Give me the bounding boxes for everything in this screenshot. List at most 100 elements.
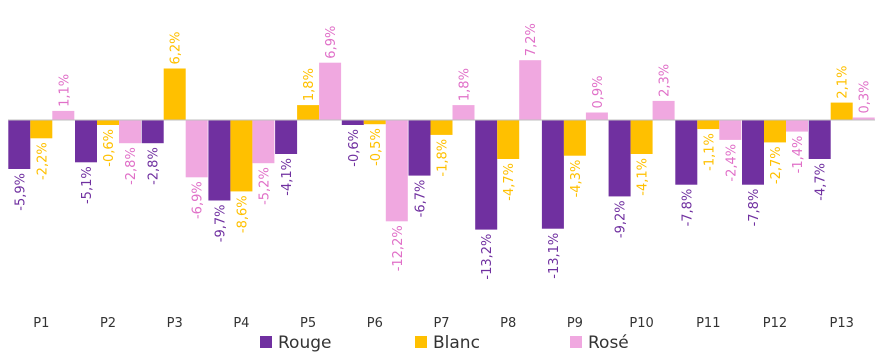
legend-swatch-rouge bbox=[260, 336, 272, 348]
value-label-blanc-p11: -1,1% bbox=[702, 133, 717, 171]
bar-rouge-p2 bbox=[75, 120, 97, 163]
value-label-rouge-p5: -4,1% bbox=[280, 158, 295, 196]
bar-blanc-p2 bbox=[97, 120, 119, 125]
value-label-ros-p7: 1,8% bbox=[458, 68, 473, 101]
value-label-rouge-p2: -5,1% bbox=[80, 166, 95, 204]
value-label-rouge-p13: -4,7% bbox=[814, 163, 829, 201]
category-label-p7: P7 bbox=[433, 316, 449, 331]
value-label-ros-p2: -2,8% bbox=[124, 147, 139, 185]
legend-swatch-ros bbox=[570, 336, 582, 348]
category-label-p11: P11 bbox=[696, 316, 720, 331]
bar-blanc-p4 bbox=[230, 120, 253, 192]
bar-ros-p7 bbox=[452, 105, 475, 120]
value-label-ros-p5: 6,9% bbox=[324, 26, 339, 59]
bar-rouge-p1 bbox=[8, 120, 31, 169]
value-label-blanc-p5: 1,8% bbox=[302, 68, 317, 101]
bar-blanc-p8 bbox=[497, 120, 520, 159]
bar-rouge-p4 bbox=[208, 120, 231, 201]
value-label-blanc-p1: -2,2% bbox=[35, 142, 50, 180]
bar-rouge-p12 bbox=[742, 120, 764, 185]
value-label-ros-p8: 7,2% bbox=[524, 23, 539, 56]
bar-blanc-p11 bbox=[697, 120, 720, 130]
bar-ros-p8 bbox=[519, 60, 542, 120]
value-label-ros-p11: -2,4% bbox=[724, 144, 739, 182]
value-label-rouge-p6: -0,6% bbox=[347, 129, 362, 167]
bar-ros-p1 bbox=[52, 110, 75, 120]
bar-rouge-p5 bbox=[275, 120, 298, 154]
category-label-p1: P1 bbox=[33, 316, 49, 331]
value-label-ros-p4: -5,2% bbox=[257, 167, 272, 205]
bar-ros-p10 bbox=[652, 100, 675, 120]
category-label-p12: P12 bbox=[763, 316, 787, 331]
value-label-blanc-p7: -1,8% bbox=[436, 139, 451, 177]
bar-ros-p4 bbox=[252, 120, 275, 164]
value-label-ros-p12: -1,4% bbox=[791, 136, 806, 174]
bar-blanc-p10 bbox=[630, 120, 653, 154]
value-label-ros-p9: 0,9% bbox=[591, 75, 606, 108]
legend-label-ros: Rosé bbox=[588, 333, 629, 353]
value-label-blanc-p12: -2,7% bbox=[769, 146, 784, 184]
bar-rouge-p7 bbox=[408, 120, 431, 176]
bar-ros-p6 bbox=[385, 120, 408, 222]
category-label-p9: P9 bbox=[567, 316, 583, 331]
value-label-blanc-p6: -0,5% bbox=[369, 128, 384, 166]
bar-blanc-p6 bbox=[363, 120, 386, 125]
bar-ros-p9 bbox=[585, 112, 608, 120]
bar-ros-p2 bbox=[119, 120, 141, 144]
value-label-rouge-p10: -9,2% bbox=[614, 200, 629, 238]
value-label-rouge-p7: -6,7% bbox=[414, 180, 429, 218]
value-label-ros-p1: 1,1% bbox=[57, 74, 72, 107]
value-label-ros-p3: -6,9% bbox=[191, 181, 206, 219]
value-label-rouge-p8: -13,2% bbox=[480, 234, 495, 280]
bars-group bbox=[8, 60, 875, 230]
value-label-ros-p13: 0,3% bbox=[858, 80, 873, 113]
bar-blanc-p1 bbox=[30, 120, 53, 139]
bar-rouge-p11 bbox=[675, 120, 698, 185]
bar-ros-p13 bbox=[852, 117, 875, 120]
category-label-p2: P2 bbox=[100, 316, 116, 331]
category-label-p6: P6 bbox=[367, 316, 383, 331]
bar-rouge-p3 bbox=[141, 120, 164, 144]
value-label-rouge-p12: -7,8% bbox=[747, 189, 762, 227]
bar-blanc-p5 bbox=[297, 105, 320, 120]
bar-rouge-p6 bbox=[341, 120, 364, 125]
value-labels-group: -5,9% -2,2% 1,1% -5,1% -0,6% -2,8% -2,8% 6,2% -6… bbox=[13, 23, 872, 279]
value-label-ros-p6: -12,2% bbox=[391, 225, 406, 271]
legend-label-blanc: Blanc bbox=[433, 333, 480, 353]
bar-ros-p3 bbox=[185, 120, 208, 178]
value-label-blanc-p8: -4,7% bbox=[502, 163, 517, 201]
bar-ros-p12 bbox=[786, 120, 808, 132]
bar-ros-p11 bbox=[719, 120, 742, 140]
value-label-blanc-p2: -0,6% bbox=[102, 129, 117, 167]
bar-blanc-p12 bbox=[764, 120, 786, 143]
category-label-p8: P8 bbox=[500, 316, 516, 331]
value-label-rouge-p3: -2,8% bbox=[147, 147, 162, 185]
bar-ros-p5 bbox=[319, 62, 342, 120]
category-label-p4: P4 bbox=[233, 316, 249, 331]
bar-rouge-p10 bbox=[608, 120, 631, 197]
bar-blanc-p9 bbox=[563, 120, 586, 156]
category-label-p5: P5 bbox=[300, 316, 316, 331]
value-label-rouge-p9: -13,1% bbox=[547, 233, 562, 279]
value-label-rouge-p11: -7,8% bbox=[680, 189, 695, 227]
category-label-p13: P13 bbox=[830, 316, 854, 331]
category-label-p10: P10 bbox=[629, 316, 653, 331]
bar-blanc-p3 bbox=[163, 68, 186, 120]
value-label-rouge-p4: -9,7% bbox=[213, 205, 228, 243]
value-label-blanc-p4: -8,6% bbox=[235, 195, 250, 233]
category-label-p3: P3 bbox=[167, 316, 183, 331]
value-label-blanc-p13: 2,1% bbox=[836, 66, 851, 99]
legend-label-rouge: Rouge bbox=[278, 333, 331, 353]
value-label-rouge-p1: -5,9% bbox=[13, 173, 28, 211]
legend: Rouge Blanc Rosé bbox=[260, 333, 629, 353]
bar-blanc-p7 bbox=[430, 120, 453, 135]
category-labels-group: P1 P2 P3 P4 P5 P6 P7 P8 P9 P10 P11 P12 P13 bbox=[33, 316, 854, 331]
bar-rouge-p8 bbox=[475, 120, 498, 230]
legend-swatch-blanc bbox=[415, 336, 427, 348]
bar-rouge-p13 bbox=[808, 120, 831, 159]
value-label-blanc-p10: -4,1% bbox=[636, 158, 651, 196]
value-label-blanc-p3: 6,2% bbox=[169, 31, 184, 64]
bar-rouge-p9 bbox=[541, 120, 564, 229]
bar-blanc-p13 bbox=[830, 102, 853, 120]
